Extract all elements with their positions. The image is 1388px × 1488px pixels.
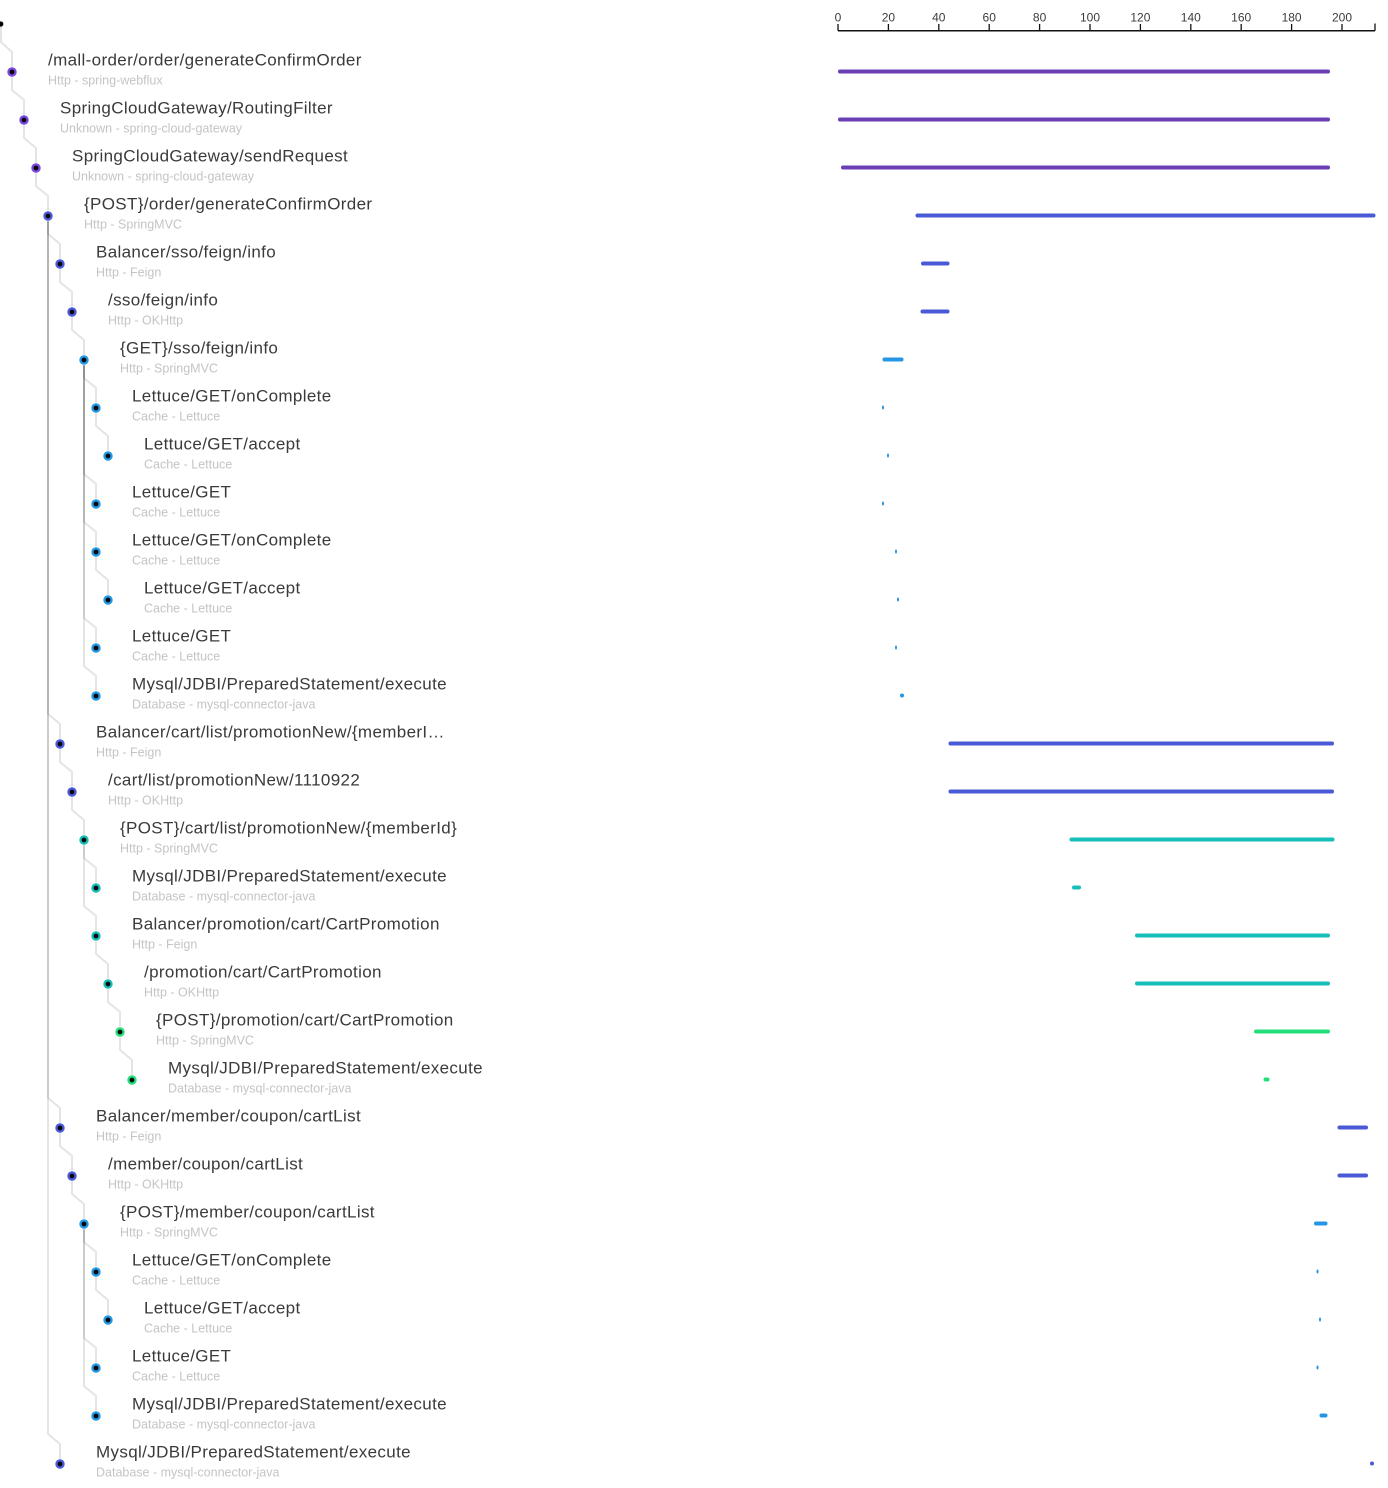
svg-text:/mall-order/order/generateConf: /mall-order/order/generateConfirmOrder bbox=[48, 51, 362, 70]
svg-text:/member/coupon/cartList: /member/coupon/cartList bbox=[108, 1155, 303, 1174]
svg-text:100: 100 bbox=[1080, 11, 1100, 25]
svg-text:Cache - Lettuce: Cache - Lettuce bbox=[144, 458, 232, 472]
svg-text:Lettuce/GET/onComplete: Lettuce/GET/onComplete bbox=[132, 387, 332, 406]
svg-text:Http - OKHttp: Http - OKHttp bbox=[108, 794, 183, 808]
svg-text:{GET}/sso/feign/info: {GET}/sso/feign/info bbox=[120, 339, 278, 358]
svg-text:140: 140 bbox=[1181, 11, 1201, 25]
svg-text:Lettuce/GET: Lettuce/GET bbox=[132, 627, 231, 646]
svg-text:Http - Feign: Http - Feign bbox=[132, 938, 197, 952]
svg-text:Cache - Lettuce: Cache - Lettuce bbox=[132, 650, 220, 664]
svg-text:Http - spring-webflux: Http - spring-webflux bbox=[48, 74, 163, 88]
svg-text:Lettuce/GET/accept: Lettuce/GET/accept bbox=[144, 435, 301, 454]
svg-text:Balancer/sso/feign/info: Balancer/sso/feign/info bbox=[96, 243, 276, 262]
svg-text:Mysql/JDBI/PreparedStatement/e: Mysql/JDBI/PreparedStatement/execute bbox=[132, 867, 447, 886]
svg-text:Http - OKHttp: Http - OKHttp bbox=[144, 986, 219, 1000]
svg-text:80: 80 bbox=[1033, 11, 1047, 25]
svg-text:20: 20 bbox=[882, 11, 896, 25]
svg-text:{POST}/order/generateConfirmOr: {POST}/order/generateConfirmOrder bbox=[84, 195, 372, 214]
svg-text:Balancer/member/coupon/cartLis: Balancer/member/coupon/cartList bbox=[96, 1107, 361, 1126]
svg-text:Http - SpringMVC: Http - SpringMVC bbox=[120, 362, 218, 376]
svg-text:{POST}/member/coupon/cartList: {POST}/member/coupon/cartList bbox=[120, 1203, 375, 1222]
svg-text:Mysql/JDBI/PreparedStatement/e: Mysql/JDBI/PreparedStatement/execute bbox=[132, 1395, 447, 1414]
svg-text:/cart/list/promotionNew/111092: /cart/list/promotionNew/1110922 bbox=[108, 771, 360, 790]
svg-text:Mysql/JDBI/PreparedStatement/e: Mysql/JDBI/PreparedStatement/execute bbox=[96, 1443, 411, 1462]
svg-text:Database - mysql-connector-jav: Database - mysql-connector-java bbox=[132, 890, 315, 904]
svg-text:160: 160 bbox=[1231, 11, 1251, 25]
svg-text:Lettuce/GET: Lettuce/GET bbox=[132, 1347, 231, 1366]
svg-text:SpringCloudGateway/RoutingFilt: SpringCloudGateway/RoutingFilter bbox=[60, 99, 333, 118]
svg-text:120: 120 bbox=[1130, 11, 1150, 25]
svg-text:Http - OKHttp: Http - OKHttp bbox=[108, 1178, 183, 1192]
svg-text:Database - mysql-connector-jav: Database - mysql-connector-java bbox=[132, 1418, 315, 1432]
svg-text:SpringCloudGateway/sendRequest: SpringCloudGateway/sendRequest bbox=[72, 147, 348, 166]
svg-text:Cache - Lettuce: Cache - Lettuce bbox=[144, 602, 232, 616]
svg-text:Http - SpringMVC: Http - SpringMVC bbox=[120, 842, 218, 856]
svg-text:Database - mysql-connector-jav: Database - mysql-connector-java bbox=[168, 1082, 351, 1096]
svg-text:Lettuce/GET/accept: Lettuce/GET/accept bbox=[144, 1299, 301, 1318]
svg-text:Http - Feign: Http - Feign bbox=[96, 746, 161, 760]
svg-text:Cache - Lettuce: Cache - Lettuce bbox=[132, 1274, 220, 1288]
svg-text:0: 0 bbox=[835, 11, 842, 25]
svg-text:Lettuce/GET/accept: Lettuce/GET/accept bbox=[144, 579, 301, 598]
svg-text:Unknown - spring-cloud-gateway: Unknown - spring-cloud-gateway bbox=[60, 122, 243, 136]
svg-text:Database - mysql-connector-jav: Database - mysql-connector-java bbox=[96, 1466, 279, 1480]
svg-text:Lettuce/GET: Lettuce/GET bbox=[132, 483, 231, 502]
svg-text:Lettuce/GET/onComplete: Lettuce/GET/onComplete bbox=[132, 1251, 332, 1270]
svg-text:180: 180 bbox=[1282, 11, 1302, 25]
svg-text:Cache - Lettuce: Cache - Lettuce bbox=[132, 506, 220, 520]
svg-text:40: 40 bbox=[932, 11, 946, 25]
svg-text:Http - OKHttp: Http - OKHttp bbox=[108, 314, 183, 328]
svg-text:Http - Feign: Http - Feign bbox=[96, 266, 161, 280]
svg-text:60: 60 bbox=[983, 11, 997, 25]
svg-text:Unknown - spring-cloud-gateway: Unknown - spring-cloud-gateway bbox=[72, 170, 255, 184]
svg-text:Cache - Lettuce: Cache - Lettuce bbox=[144, 1322, 232, 1336]
svg-text:Balancer/cart/list/promotionNe: Balancer/cart/list/promotionNew/{memberI… bbox=[96, 723, 445, 742]
svg-text:{POST}/cart/list/promotionNew/: {POST}/cart/list/promotionNew/{memberId} bbox=[120, 819, 457, 838]
svg-text:200: 200 bbox=[1332, 11, 1352, 25]
svg-text:Http - SpringMVC: Http - SpringMVC bbox=[84, 218, 182, 232]
svg-text:/promotion/cart/CartPromotion: /promotion/cart/CartPromotion bbox=[144, 963, 382, 982]
svg-text:/sso/feign/info: /sso/feign/info bbox=[108, 291, 218, 310]
svg-text:Mysql/JDBI/PreparedStatement/e: Mysql/JDBI/PreparedStatement/execute bbox=[132, 675, 447, 694]
svg-text:Http - SpringMVC: Http - SpringMVC bbox=[120, 1226, 218, 1240]
svg-text:Cache - Lettuce: Cache - Lettuce bbox=[132, 554, 220, 568]
svg-text:Balancer/promotion/cart/CartPr: Balancer/promotion/cart/CartPromotion bbox=[132, 915, 440, 934]
svg-text:Database - mysql-connector-jav: Database - mysql-connector-java bbox=[132, 698, 315, 712]
svg-text:Http - SpringMVC: Http - SpringMVC bbox=[156, 1034, 254, 1048]
svg-text:Cache - Lettuce: Cache - Lettuce bbox=[132, 410, 220, 424]
svg-text:Http - Feign: Http - Feign bbox=[96, 1130, 161, 1144]
svg-text:Mysql/JDBI/PreparedStatement/e: Mysql/JDBI/PreparedStatement/execute bbox=[168, 1059, 483, 1078]
svg-text:Lettuce/GET/onComplete: Lettuce/GET/onComplete bbox=[132, 531, 332, 550]
svg-text:Cache - Lettuce: Cache - Lettuce bbox=[132, 1370, 220, 1384]
svg-text:{POST}/promotion/cart/CartProm: {POST}/promotion/cart/CartPromotion bbox=[156, 1011, 454, 1030]
